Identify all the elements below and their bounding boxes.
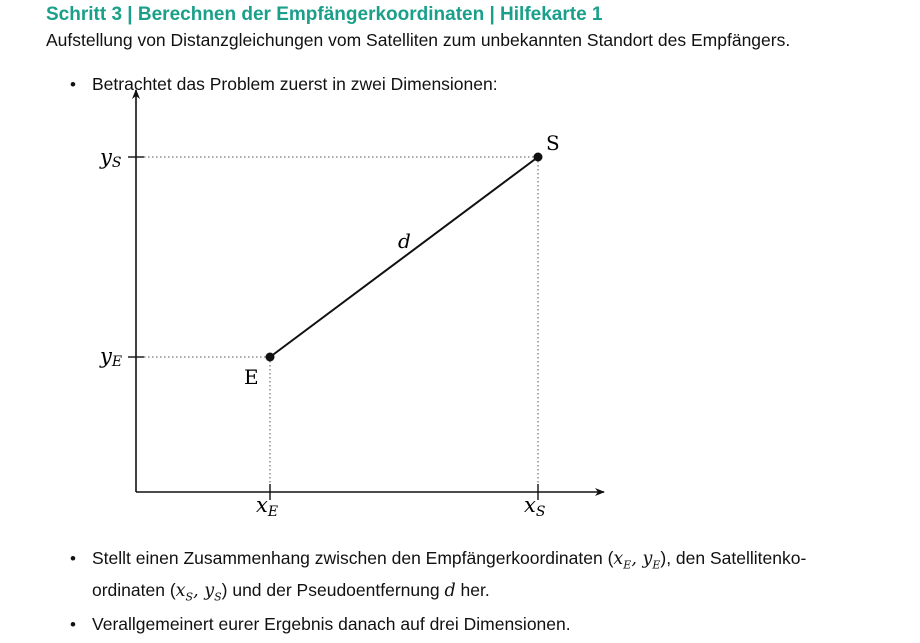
page-subtitle: Aufstellung von Distanzgleichungen vom S… [46,30,791,50]
y-s-label-sub: S [112,155,122,171]
math-x: x [175,580,186,601]
bullet-text: Betrachtet das Problem zuerst in zwei Di… [92,74,498,94]
math-distance: d [444,580,456,601]
x-s-label-main: x [524,493,536,517]
bullet-marker: • [70,549,76,568]
x-e-label: xE [256,493,278,520]
math-x: x [613,549,624,569]
y-e-label: yE [99,344,122,370]
point-s-label: S [546,131,560,155]
page-title: Schritt 3 | Berechnen der Empfängerkoord… [46,4,603,25]
math-comma-y: , y [631,549,653,569]
bullet-text: Verallgemeinert eurer Ergebnis danach au… [92,614,571,634]
x-e-label-sub: E [267,504,278,520]
bullet-text-part: ), den Satellitenko- [660,548,807,568]
bullet-marker: • [70,615,76,634]
bullet-text: Stellt einen Zusammenhang zwischen den E… [92,546,806,609]
bullet-marker: • [70,75,76,94]
y-s-label-main: y [99,145,113,169]
y-e-label-sub: E [111,354,122,370]
math-receiver-coords: xE, yE [613,549,661,572]
math-sub: E [623,558,632,572]
math-sub: S [185,590,194,603]
bullet-text-part: Stellt einen Zusammenhang zwischen den E… [92,548,614,568]
bullet-text-part: ordinaten ( [92,579,176,600]
bullet-text-part: ) und der Pseudoentfernung [221,579,445,600]
y-e-label-main: y [99,344,113,368]
math-satellite-coords: xS, yS [175,580,222,604]
math-comma-y: , y [193,580,215,601]
x-s-label-sub: S [536,504,546,520]
point-e-label: E [244,365,259,389]
distance-label: d [398,229,411,253]
x-s-label: xS [524,493,545,520]
point-s [533,152,543,162]
math-sub: E [652,558,661,572]
y-s-label: yS [99,145,121,171]
point-e [265,352,275,362]
math-sub: S [214,590,222,603]
x-e-label-main: x [256,493,268,517]
distance-segment [269,156,539,358]
bullet-text-part: her. [455,579,490,600]
